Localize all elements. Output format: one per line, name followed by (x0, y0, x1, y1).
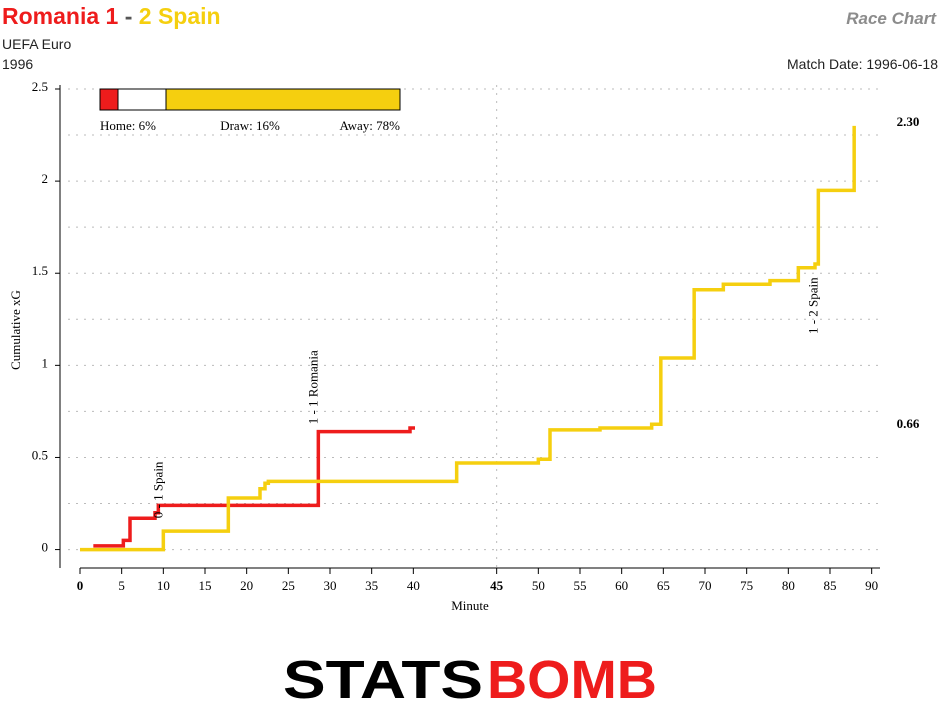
title-away: 2 Spain (139, 3, 221, 29)
x-tick-label: 15 (199, 578, 212, 593)
y-tick-label: 1 (42, 355, 49, 370)
x-tick-label: 5 (118, 578, 125, 593)
x-tick-label: 90 (865, 578, 878, 593)
xg-line (80, 125, 856, 552)
probability-bar (165, 88, 401, 111)
season: 1996 (2, 56, 33, 72)
logo-stats: STATS (283, 650, 483, 710)
x-tick-label: 75 (740, 578, 753, 593)
x-tick-label: 0 (77, 578, 84, 593)
y-tick-label: 0 (42, 540, 49, 555)
goal-annotation: 1 - 1 Romania (305, 350, 320, 424)
y-tick-label: 2.5 (32, 79, 48, 94)
x-tick-label: 30 (324, 578, 337, 593)
x-tick-label: 20 (240, 578, 253, 593)
xg-line (93, 426, 415, 548)
y-axis-label: Cumulative xG (8, 290, 23, 370)
end-label: 0.66 (897, 416, 920, 431)
x-tick-label: 60 (615, 578, 628, 593)
x-axis-label: Minute (451, 598, 489, 613)
y-tick-label: 0.5 (32, 447, 48, 462)
probability-label: Away: 78% (339, 118, 400, 133)
competition: UEFA Euro (2, 36, 71, 52)
x-tick-label: 55 (574, 578, 587, 593)
goal-annotation: 1 - 2 Spain (805, 277, 820, 334)
x-tick-label: 85 (824, 578, 837, 593)
x-tick-label: 70 (699, 578, 712, 593)
chart-label: Race Chart (846, 9, 937, 28)
x-tick-label: 40 (407, 578, 420, 593)
x-tick-label: 50 (532, 578, 545, 593)
probability-label: Home: 6% (100, 118, 156, 133)
probability-label: Draw: 16% (220, 118, 280, 133)
title-separator: - (125, 3, 133, 29)
title-home: Romania 1 (2, 3, 119, 29)
y-tick-label: 2 (42, 171, 49, 186)
x-tick-label: 65 (657, 578, 670, 593)
chart-title: Romania 1 - 2 Spain (2, 3, 221, 29)
x-tick-label: 45 (490, 578, 504, 593)
y-tick-label: 1.5 (32, 263, 48, 278)
logo-bomb: BOMB (487, 650, 657, 710)
x-tick-label: 10 (157, 578, 170, 593)
goal-annotation: 0 - 1 Spain (150, 461, 165, 518)
x-tick-label: 25 (282, 578, 295, 593)
probability-bar (117, 88, 167, 111)
x-tick-label: 35 (365, 578, 378, 593)
end-label: 2.30 (897, 114, 920, 129)
probability-bar (99, 88, 119, 111)
match-date: Match Date: 1996-06-18 (787, 56, 938, 72)
x-tick-label: 80 (782, 578, 795, 593)
